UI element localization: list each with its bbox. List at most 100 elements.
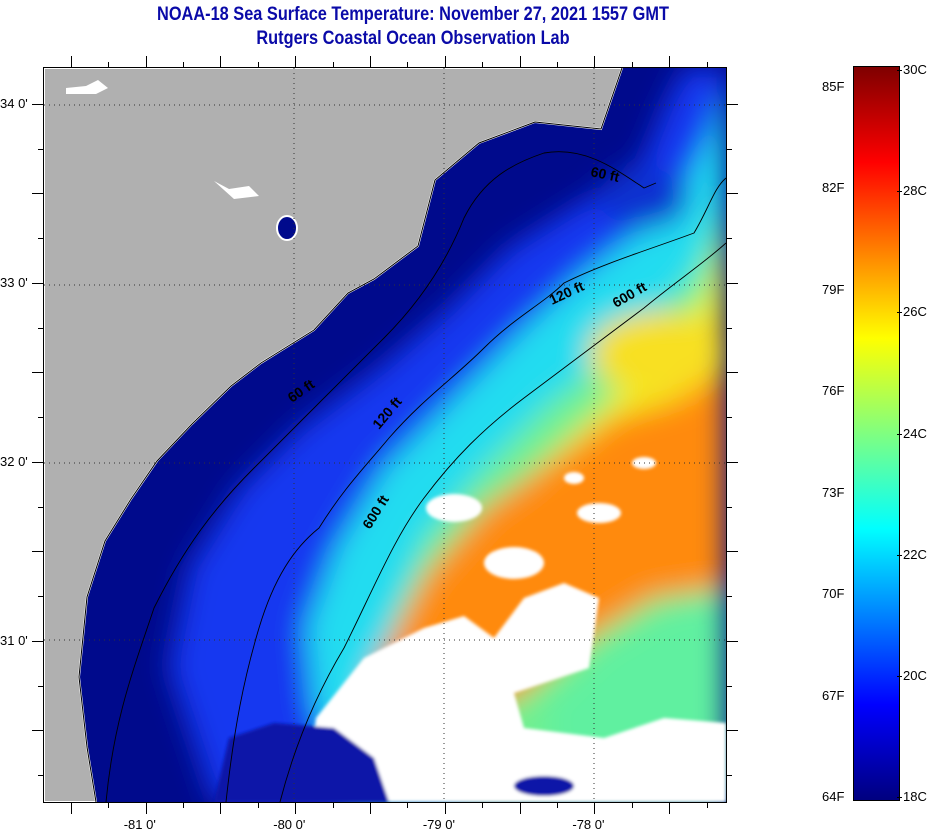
colorbar-tick [897,433,902,435]
y-tick-right [726,507,732,508]
y-tick-left [32,193,44,194]
celsius-label: 18C [903,789,927,804]
contour-600ft [279,242,726,802]
cloud-patch [577,503,621,523]
y-tick-left [32,104,44,105]
celsius-label: 28C [903,183,927,199]
y-tick-right [726,462,738,463]
x-tick-top [333,62,334,68]
sst-warm-eddy [589,311,726,395]
fahrenheit-label: 82F [822,180,845,196]
y-tick-right [726,686,732,687]
y-tick-right [726,149,732,150]
x-tick-top [445,56,446,68]
grid [44,68,726,802]
x-tick-bottom [557,802,558,808]
y-tick-right [726,238,732,239]
x-tick-top [258,62,259,68]
colorbar [853,66,900,801]
x-tick-top [520,56,521,68]
x-tick-top [183,62,184,68]
x-tick-bottom [669,802,670,814]
sst-cool-eddy [599,168,689,228]
cloud-patch [484,547,544,579]
y-tick-right [726,328,732,329]
y-tick-left [32,730,44,731]
y-tick-right [726,372,738,373]
celsius-label: 30C [903,62,927,77]
x-tick-label: -78 0' [572,817,605,832]
x-tick-bottom [183,802,184,808]
storm-blue-patch [214,723,389,802]
y-tick-left [38,596,44,597]
x-tick-bottom [407,802,408,808]
x-tick-top [594,56,595,68]
cloud-patch [564,472,584,484]
y-tick-left [38,149,44,150]
x-tick-top [108,62,109,68]
x-tick-top [407,62,408,68]
x-tick-bottom [258,802,259,808]
lake [66,80,108,94]
y-tick-left [32,462,44,463]
x-tick-top [557,62,558,68]
x-tick-top [482,62,483,68]
cloud-mass [306,583,726,802]
y-tick-label: 31 0' [0,632,28,648]
x-tick-label: -81 0' [123,817,156,832]
x-tick-top [707,62,708,68]
fahrenheit-label: 70F [822,586,845,602]
contour-60ft [105,151,657,802]
x-tick-bottom [146,802,147,814]
x-tick-bottom [707,802,708,808]
y-tick-right [726,641,738,642]
x-tick-top [370,56,371,68]
contour-120ft [225,177,726,802]
y-tick-left [32,551,44,552]
y-tick-right [726,596,732,597]
y-tick-right [726,193,738,194]
colorbar-tick [897,191,902,193]
x-tick-bottom [594,802,595,814]
y-tick-label: 34 0' [0,95,28,111]
y-tick-right [726,775,732,776]
x-tick-bottom [71,802,72,814]
y-tick-left [38,238,44,239]
x-tick-top [146,56,147,68]
x-tick-top [295,56,296,68]
x-tick-bottom [520,802,521,814]
colorbar-tick [897,675,902,677]
x-tick-bottom [220,802,221,814]
x-tick-label: -80 0' [273,817,306,832]
fahrenheit-label: 79F [822,281,845,297]
celsius-label: 26C [903,304,927,320]
x-tick-bottom [445,802,446,814]
sst-map: 60 ft 60 ft 120 ft 120 ft 600 ft 600 ft [43,67,727,803]
x-tick-bottom [333,802,334,808]
coastline [78,68,623,802]
x-tick-top [669,56,670,68]
x-tick-top [71,56,72,68]
cloud-patch [426,494,482,522]
x-tick-bottom [632,802,633,808]
y-tick-left [38,328,44,329]
x-tick-bottom [295,802,296,814]
y-tick-label: 33 0' [0,274,28,290]
lake [214,181,259,199]
map-subtitle: Rutgers Coastal Ocean Observation Lab [256,28,570,49]
celsius-label: 22C [903,546,927,562]
colorbar-tick [897,797,902,798]
x-tick-bottom [370,802,371,814]
y-tick-left [32,372,44,373]
x-tick-label: -79 0' [422,817,455,832]
fahrenheit-label: 64F [822,789,845,804]
x-tick-top [632,62,633,68]
y-tick-right [726,283,738,284]
x-tick-top [220,56,221,68]
colorbar-tick [897,70,902,71]
x-tick-bottom [482,802,483,808]
fahrenheit-label: 73F [822,484,845,500]
y-tick-left [38,507,44,508]
celsius-label: 20C [903,667,927,683]
y-tick-right [726,104,738,105]
